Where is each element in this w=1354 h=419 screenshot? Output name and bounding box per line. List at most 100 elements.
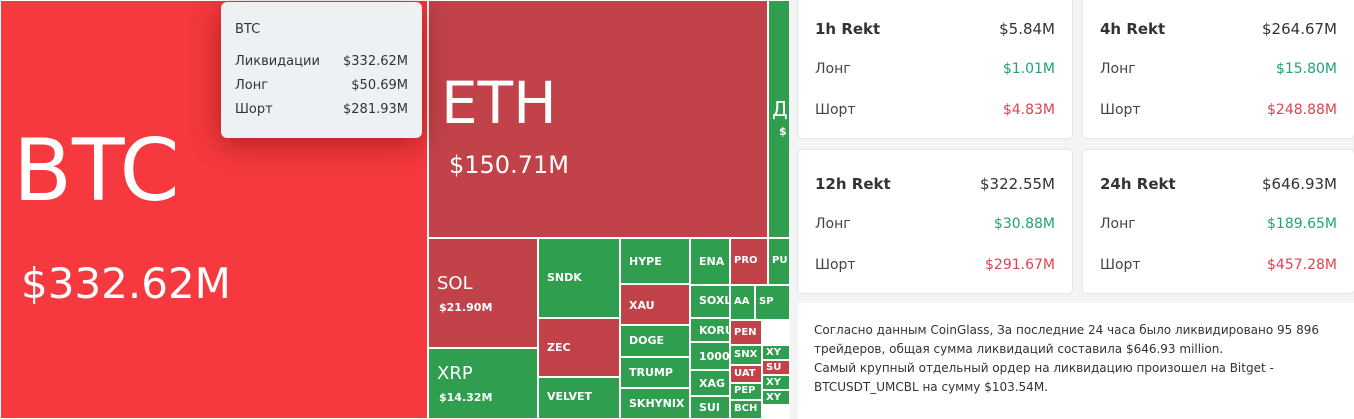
tile-label: HYPE <box>629 255 662 268</box>
short-label: Шорт <box>1100 257 1141 273</box>
short-value: $457.28M <box>1267 257 1337 273</box>
tile-value: $150.71M <box>449 151 569 179</box>
long-value: $1.01M <box>1002 61 1055 77</box>
treemap-tile: ENA <box>690 238 730 285</box>
treemap-tile: KORU <box>690 318 730 342</box>
tooltip-row: Ликвидации $332.62M <box>235 54 408 69</box>
tile-label: XY <box>766 392 781 403</box>
treemap-tile: TRUMP <box>620 357 690 388</box>
tile-label: SNDK <box>547 271 582 284</box>
short-value: $248.88M <box>1267 102 1337 118</box>
long-value: $189.65M <box>1267 216 1337 232</box>
card-long: Лонг $30.88M <box>815 216 1055 232</box>
tile-label: PEN <box>734 327 757 338</box>
treemap-tile: XRP $14.32M <box>428 348 538 419</box>
treemap-tile: AA <box>730 285 755 320</box>
treemap-tile: SOL $21.90M <box>428 238 538 348</box>
tile-value: $332.62M <box>21 259 231 308</box>
tile-label: XY <box>766 347 781 358</box>
treemap-tile: PEP <box>730 383 762 400</box>
card-total: $5.84M <box>999 20 1055 38</box>
short-label: Шорт <box>1100 102 1141 118</box>
tooltip: BTC Ликвидации $332.62M Лонг $50.69M Шорт $28… <box>221 2 422 138</box>
treemap-tile: ZEC <box>538 318 620 377</box>
tile-label: SU <box>766 362 782 373</box>
tile-label: ENA <box>699 255 725 268</box>
tile-label: SOXL <box>699 294 730 307</box>
short-value: $4.83M <box>1002 102 1055 118</box>
long-label: Лонг <box>1100 216 1136 232</box>
tile-label: SP <box>759 296 774 307</box>
summary: Согласно данным CoinGlass, За последние … <box>798 303 1354 419</box>
rekt-card: 24h Rekt $646.93M Лонг $189.65M Шорт $457.28M <box>1083 150 1354 293</box>
tile-label: TRUMP <box>629 366 673 379</box>
tooltip-row: Лонг $50.69M <box>235 78 408 93</box>
tile-label: SKHYNIX <box>629 397 685 410</box>
treemap-tile: HYPE <box>620 238 690 284</box>
tile-value: $14.32M <box>439 391 493 404</box>
treemap-tile: SOXL <box>690 285 730 318</box>
card-header: 1h Rekt $5.84M <box>815 20 1055 38</box>
treemap-tile: XY <box>762 390 790 405</box>
treemap-tile: XAU <box>620 284 690 325</box>
card-title: 4h Rekt <box>1100 20 1166 38</box>
card-long: Лонг $15.80M <box>1100 61 1337 77</box>
tooltip-key: Ликвидации <box>235 54 320 69</box>
tile-label: VELVET <box>547 390 593 403</box>
long-label: Лонг <box>1100 61 1136 77</box>
tile-label: ETH <box>441 69 557 137</box>
card-title: 1h Rekt <box>815 20 881 38</box>
tile-label: AA <box>734 296 750 307</box>
treemap-tile: SUI <box>690 396 730 419</box>
treemap-tile: PRO <box>730 238 768 285</box>
tile-label: 1000I <box>699 350 730 363</box>
treemap-tile: PU <box>768 238 790 285</box>
card-long: Лонг $1.01M <box>815 61 1055 77</box>
tile-label: PU <box>772 255 788 266</box>
tile-label: XY <box>766 377 781 388</box>
card-total: $646.93M <box>1262 175 1337 193</box>
tile-label: PRO <box>734 255 758 266</box>
treemap-tile: XY <box>762 345 790 360</box>
rekt-card: 1h Rekt $5.84M Лонг $1.01M Шорт $4.83M <box>798 0 1072 138</box>
card-total: $264.67M <box>1262 20 1337 38</box>
card-title: 24h Rekt <box>1100 175 1176 193</box>
treemap-tile: UAT <box>730 365 762 383</box>
tile-value: $ <box>779 125 787 138</box>
tooltip-value: $281.93M <box>343 102 408 117</box>
tile-label: Д <box>772 97 788 121</box>
long-value: $15.80M <box>1275 61 1337 77</box>
treemap-tile: XY <box>762 375 790 390</box>
card-short: Шорт $248.88M <box>1100 102 1337 118</box>
card-header: 12h Rekt $322.55M <box>815 175 1055 193</box>
treemap-tile: XAG <box>690 370 730 396</box>
tooltip-title: BTC <box>235 22 261 37</box>
tile-label: SNX <box>734 349 758 360</box>
rekt-card: 12h Rekt $322.55M Лонг $30.88M Шорт $291.67M <box>798 150 1072 293</box>
tooltip-key: Шорт <box>235 102 273 117</box>
tooltip-value: $50.69M <box>351 78 408 93</box>
card-header: 4h Rekt $264.67M <box>1100 20 1337 38</box>
short-value: $291.67M <box>985 257 1055 273</box>
tile-label: XAU <box>629 299 655 312</box>
tile-label: BTC <box>13 121 180 221</box>
treemap-tile: SNX <box>730 345 762 365</box>
long-label: Лонг <box>815 61 851 77</box>
treemap-tile: Д $ <box>768 0 790 238</box>
card-header: 24h Rekt $646.93M <box>1100 175 1337 193</box>
tile-label: SUI <box>699 401 720 414</box>
card-short: Шорт $457.28M <box>1100 257 1337 273</box>
tile-label: UAT <box>734 368 756 379</box>
card-short: Шорт $291.67M <box>815 257 1055 273</box>
card-long: Лонг $189.65M <box>1100 216 1337 232</box>
tooltip-row: Шорт $281.93M <box>235 102 408 117</box>
treemap-tile: SP <box>755 285 790 320</box>
treemap-tile: DOGE <box>620 325 690 357</box>
tile-label: SOL <box>437 273 473 294</box>
tile-label: XRP <box>437 363 473 384</box>
tile-label: ZEC <box>547 341 571 354</box>
treemap-tile: SNDK <box>538 238 620 318</box>
card-title: 12h Rekt <box>815 175 891 193</box>
tile-value: $21.90M <box>439 301 493 314</box>
